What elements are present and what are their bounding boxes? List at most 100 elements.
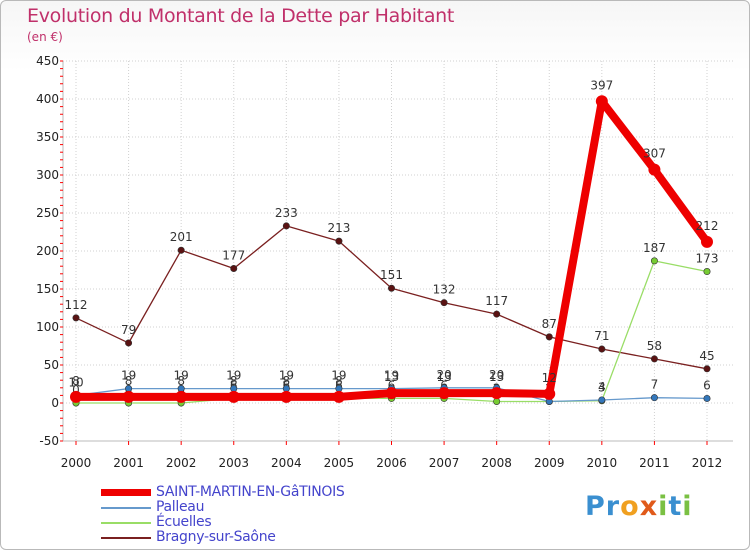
legend-swatch	[101, 507, 151, 509]
data-point-bragny-sur-saone	[598, 345, 606, 353]
data-point-saint-martin-en-gatinois	[122, 390, 135, 403]
x-tick-label: 2010	[587, 456, 618, 470]
data-point-bragny-sur-saone	[282, 222, 290, 230]
data-label-ecuelles: 3	[598, 381, 606, 395]
logo-letter: r	[605, 491, 621, 522]
data-point-saint-martin-en-gatinois	[490, 387, 503, 400]
data-point-bragny-sur-saone	[125, 339, 133, 347]
data-label-ecuelles: 173	[696, 252, 719, 266]
data-point-bragny-sur-saone	[440, 299, 448, 307]
y-tick-label: 150	[36, 282, 59, 296]
data-label-palleau: 19	[331, 369, 346, 383]
data-label-saint-martin-en-gatinois: 8	[72, 374, 80, 388]
y-tick-label: 450	[36, 54, 59, 68]
x-tick-label: 2004	[271, 456, 302, 470]
data-point-palleau	[598, 396, 606, 404]
data-label-palleau: 10	[68, 375, 83, 389]
y-tick-label: 300	[36, 168, 59, 182]
y-tick-label: 100	[36, 320, 59, 334]
data-label-palleau: 20	[436, 368, 451, 382]
data-point-saint-martin-en-gatinois	[280, 390, 293, 403]
x-tick-label: 2009	[534, 456, 565, 470]
data-label-saint-martin-en-gatinois: 212	[696, 219, 719, 233]
data-point-bragny-sur-saone	[387, 284, 395, 292]
data-point-saint-martin-en-gatinois	[175, 390, 188, 403]
data-point-saint-martin-en-gatinois	[438, 387, 451, 400]
data-label-saint-martin-en-gatinois: 8	[125, 374, 133, 388]
chart-title: Evolution du Montant de la Dette par Hab…	[27, 5, 455, 27]
logo-letter: o	[620, 491, 640, 522]
x-tick-label: 2005	[324, 456, 355, 470]
data-point-ecuelles	[493, 397, 501, 405]
data-label-saint-martin-en-gatinois: 13	[489, 370, 504, 384]
x-tick-label: 2008	[481, 456, 512, 470]
data-label-bragny-sur-saone: 177	[222, 248, 245, 262]
legend-label: Écuelles	[156, 514, 212, 530]
data-label-bragny-sur-saone: 233	[275, 206, 298, 220]
data-label-bragny-sur-saone: 58	[647, 339, 662, 353]
data-label-saint-martin-en-gatinois: 12	[542, 371, 557, 385]
data-label-palleau: 4	[598, 380, 606, 394]
data-label-saint-martin-en-gatinois: 8	[230, 374, 238, 388]
x-tick-label: 2001	[113, 456, 144, 470]
data-label-saint-martin-en-gatinois: 13	[436, 370, 451, 384]
data-point-ecuelles	[703, 268, 711, 276]
data-point-saint-martin-en-gatinois	[227, 390, 240, 403]
data-point-bragny-sur-saone	[650, 355, 658, 363]
legend-label: Palleau	[156, 499, 205, 515]
x-tick-label: 2000	[61, 456, 92, 470]
data-label-palleau: 19	[384, 369, 399, 383]
data-label-saint-martin-en-gatinois: 307	[643, 147, 666, 161]
x-tick-label: 2002	[166, 456, 197, 470]
data-label-palleau: 19	[174, 369, 189, 383]
data-label-bragny-sur-saone: 112	[65, 298, 88, 312]
y-tick-label: -50	[39, 434, 59, 448]
proxiti-logo: Proxiti	[585, 491, 693, 522]
data-point-saint-martin-en-gatinois	[701, 235, 713, 248]
data-label-saint-martin-en-gatinois: 8	[283, 374, 291, 388]
y-tick-label: 50	[44, 358, 59, 372]
data-label-palleau: 20	[489, 368, 504, 382]
data-label-bragny-sur-saone: 87	[542, 317, 557, 331]
legend-swatch	[101, 489, 151, 496]
legend-swatch	[101, 522, 151, 524]
data-point-saint-martin-en-gatinois	[543, 387, 556, 400]
data-point-saint-martin-en-gatinois	[595, 95, 608, 108]
data-label-bragny-sur-saone: 71	[594, 329, 609, 343]
data-point-bragny-sur-saone	[545, 333, 553, 341]
data-point-ecuelles	[650, 257, 658, 265]
data-label-saint-martin-en-gatinois: 8	[177, 374, 185, 388]
data-label-ecuelles: 187	[643, 241, 666, 255]
data-point-bragny-sur-saone	[72, 314, 80, 322]
x-tick-label: 2003	[218, 456, 249, 470]
data-label-ecuelles: 0	[72, 383, 80, 397]
data-point-saint-martin-en-gatinois	[648, 163, 661, 176]
y-tick-label: 250	[36, 206, 59, 220]
data-point-bragny-sur-saone	[230, 264, 238, 272]
legend-label: SAINT-MARTIN-EN-GâTINOIS	[156, 484, 345, 500]
data-label-bragny-sur-saone: 132	[433, 283, 456, 297]
logo-letter: P	[585, 491, 606, 522]
data-point-bragny-sur-saone	[177, 246, 185, 254]
data-point-bragny-sur-saone	[335, 237, 343, 245]
x-tick-label: 2011	[639, 456, 670, 470]
y-tick-label: 0	[51, 396, 59, 410]
y-tick-label: 400	[36, 92, 59, 106]
data-point-saint-martin-en-gatinois	[70, 390, 82, 403]
data-point-palleau	[703, 394, 711, 402]
data-label-bragny-sur-saone: 213	[327, 221, 350, 235]
data-label-bragny-sur-saone: 117	[485, 294, 508, 308]
data-label-palleau: 19	[279, 369, 294, 383]
data-point-saint-martin-en-gatinois	[332, 390, 345, 403]
data-label-saint-martin-en-gatinois: 13	[384, 370, 399, 384]
logo-letter: t	[668, 491, 683, 522]
logo-letter: i	[682, 491, 693, 522]
data-label-bragny-sur-saone: 45	[699, 349, 714, 363]
data-label-palleau: 19	[121, 369, 136, 383]
data-label-palleau: 6	[703, 378, 711, 392]
data-point-bragny-sur-saone	[703, 365, 711, 373]
logo-letter: x	[639, 491, 659, 522]
data-label-bragny-sur-saone: 151	[380, 268, 403, 282]
